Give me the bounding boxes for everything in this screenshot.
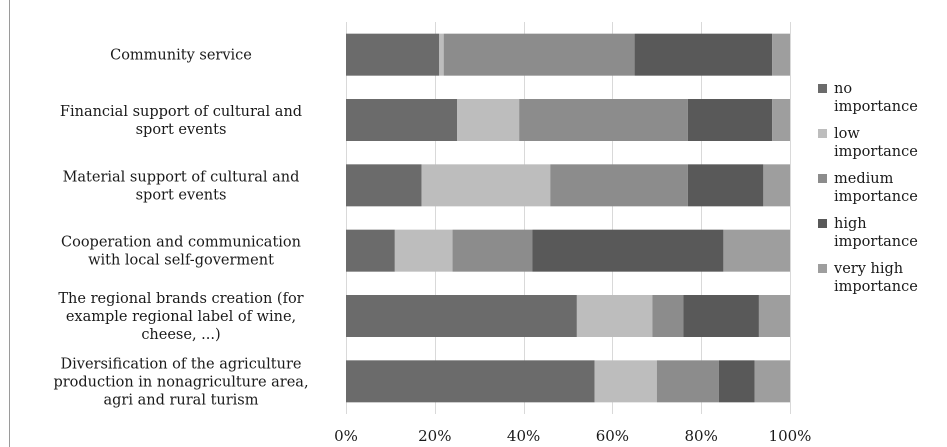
legend-swatch-medium-importance	[818, 174, 827, 183]
legend-label-no-importance-line-1: no	[834, 81, 852, 97]
bar-segment-medium-importance-6	[656, 360, 719, 403]
bar-segment-low-importance-3	[421, 164, 551, 207]
category-label-2-line-2: sport events	[136, 122, 227, 138]
bar-segment-no-importance-4	[346, 229, 395, 272]
bar-segment-very-high-importance-4	[723, 229, 790, 272]
legend: no importance low importance medium importanc…	[818, 81, 918, 295]
bar-segment-very-high-importance-5	[758, 295, 790, 337]
x-tick-label-80: 80%	[685, 427, 718, 445]
category-label-1-line-1: Community service	[110, 48, 252, 64]
x-tick-labels: 0% 20% 40% 60% 80% 100%	[334, 427, 811, 445]
category-label-4-line-1: Cooperation and communication	[61, 235, 301, 251]
legend-label-very-high-importance-line-2: importance	[834, 279, 918, 295]
bar-segment-no-importance-3	[346, 164, 422, 207]
bar-segment-very-high-importance-3	[763, 164, 790, 207]
category-label-4-line-2: with local self-goverment	[88, 253, 274, 269]
bar-segment-medium-importance-2	[519, 99, 688, 141]
bars	[346, 33, 790, 403]
legend-swatch-high-importance	[818, 219, 827, 228]
legend-swatch-no-importance	[818, 84, 827, 93]
x-tick-label-60: 60%	[596, 427, 629, 445]
bar-segment-low-importance-5	[576, 295, 653, 337]
category-label-2-line-1: Financial support of cultural and	[60, 104, 302, 120]
x-tick-label-0: 0%	[334, 427, 358, 445]
bar-segment-very-high-importance-6	[754, 360, 790, 403]
legend-label-low-importance-line-2: importance	[834, 144, 918, 160]
legend-label-high-importance-line-2: importance	[834, 234, 918, 250]
legend-swatch-very-high-importance	[818, 264, 827, 273]
x-tick-label-100: 100%	[769, 427, 812, 445]
gridlines	[346, 22, 791, 414]
category-label-3-line-2: sport events	[136, 187, 227, 203]
bar-segment-high-importance-5	[683, 295, 759, 337]
legend-label-medium-importance-line-1: medium	[834, 171, 894, 187]
bar-segment-high-importance-4	[532, 229, 724, 272]
bar-segment-no-importance-5	[346, 295, 577, 337]
bar-segment-no-importance-6	[346, 360, 595, 403]
category-label-6-line-2: production in nonagriculture area,	[53, 374, 308, 390]
category-label-5-line-3: cheese, ...)	[141, 327, 220, 343]
legend-swatch-low-importance	[818, 129, 827, 138]
bar-segment-medium-importance-4	[452, 229, 533, 272]
bar-segment-low-importance-2	[457, 99, 520, 141]
legend-label-low-importance-line-1: low	[834, 126, 860, 142]
legend-label-medium-importance-line-2: importance	[834, 189, 918, 205]
category-label-5-line-2: example regional label of wine,	[66, 309, 296, 325]
bar-segment-high-importance-1	[634, 33, 773, 76]
legend-label-very-high-importance-line-1: very high	[833, 261, 903, 277]
bar-segment-medium-importance-5	[652, 295, 684, 337]
x-tick-label-20: 20%	[418, 427, 451, 445]
bar-segment-very-high-importance-2	[772, 99, 790, 141]
bar-segment-low-importance-6	[594, 360, 657, 403]
bar-segment-very-high-importance-1	[772, 33, 790, 76]
bar-segment-no-importance-1	[346, 33, 440, 76]
bar-segment-high-importance-6	[718, 360, 755, 403]
category-label-6-line-3: agri and rural turism	[104, 392, 259, 408]
bar-segment-low-importance-1	[439, 33, 444, 76]
bar-segment-medium-importance-3	[550, 164, 688, 207]
bar-segment-medium-importance-1	[443, 33, 635, 76]
category-labels: Community service Financial support of cu…	[53, 48, 308, 409]
legend-label-high-importance-line-1: high	[834, 216, 867, 232]
bar-segment-high-importance-3	[687, 164, 764, 207]
legend-label-no-importance-line-2: importance	[834, 99, 918, 115]
bar-segment-low-importance-4	[394, 229, 453, 272]
category-label-6-line-1: Diversification of the agriculture	[61, 356, 302, 372]
category-label-5-line-1: The regional brands creation (for	[58, 291, 303, 307]
category-label-3-line-1: Material support of cultural and	[63, 169, 300, 185]
x-tick-label-40: 40%	[507, 427, 540, 445]
bar-segment-high-importance-2	[687, 99, 773, 141]
bar-segment-no-importance-2	[346, 99, 457, 141]
